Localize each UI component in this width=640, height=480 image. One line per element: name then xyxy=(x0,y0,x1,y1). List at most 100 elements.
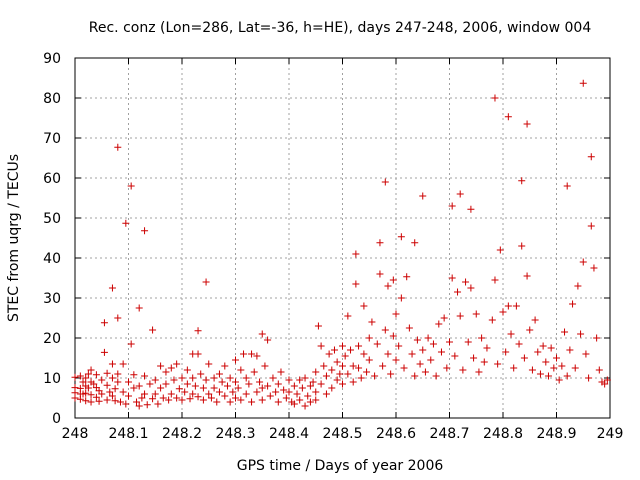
data-point-plus-marker xyxy=(518,242,526,250)
data-point-plus-marker xyxy=(146,380,154,388)
data-point-plus-marker xyxy=(237,396,245,404)
data-point-plus-marker xyxy=(344,370,352,378)
y-tick-label: 30 xyxy=(43,291,61,307)
data-point-plus-marker xyxy=(232,356,239,364)
data-point-plus-marker xyxy=(159,394,167,402)
data-point-plus-marker xyxy=(167,364,175,372)
y-tick-label: 70 xyxy=(43,131,61,147)
x-tick-label: 248 xyxy=(62,426,89,442)
data-point-plus-marker xyxy=(178,396,186,404)
data-point-plus-marker xyxy=(456,190,464,198)
data-point-plus-marker xyxy=(381,326,389,334)
data-point-plus-marker xyxy=(376,239,384,247)
x-tick-label: 248.4 xyxy=(269,426,309,442)
data-point-plus-marker xyxy=(138,394,146,402)
x-tick-label: 248.5 xyxy=(322,426,362,442)
data-point-plus-marker xyxy=(125,392,132,400)
data-point-plus-marker xyxy=(199,384,207,392)
data-point-plus-marker xyxy=(491,276,499,284)
data-point-plus-marker xyxy=(114,314,122,322)
data-point-plus-marker xyxy=(528,366,536,374)
data-point-plus-marker xyxy=(76,395,84,403)
data-point-plus-marker xyxy=(336,370,344,378)
data-point-plus-marker xyxy=(534,348,542,356)
data-point-plus-marker xyxy=(141,390,149,398)
data-point-plus-marker xyxy=(496,246,504,254)
data-point-plus-marker xyxy=(595,366,603,374)
data-point-plus-marker xyxy=(127,340,135,348)
data-point-plus-marker xyxy=(330,346,338,354)
data-point-plus-marker xyxy=(296,396,304,404)
data-point-plus-marker xyxy=(515,340,523,348)
data-point-plus-marker xyxy=(103,396,111,404)
data-point-plus-marker xyxy=(579,79,587,87)
grid-lines xyxy=(75,58,610,418)
data-point-plus-marker xyxy=(365,334,373,342)
data-point-plus-marker xyxy=(90,380,98,388)
data-point-plus-marker xyxy=(512,302,520,310)
data-point-plus-marker xyxy=(413,336,421,344)
data-point-plus-marker xyxy=(424,334,432,342)
data-point-plus-marker xyxy=(577,330,585,338)
data-point-plus-marker xyxy=(189,390,197,398)
data-point-plus-marker xyxy=(550,364,558,372)
x-tick-label: 248.9 xyxy=(536,426,576,442)
data-point-plus-marker xyxy=(280,386,288,394)
data-point-plus-marker xyxy=(322,390,330,398)
data-point-plus-marker xyxy=(290,382,298,390)
axis-ticks: 248 248.1 248.2 248.3 248.4 248.5 248.6 248.7 24… xyxy=(43,51,623,442)
data-point-plus-marker xyxy=(569,300,577,308)
data-point-plus-marker xyxy=(553,354,560,362)
data-point-plus-marker xyxy=(266,392,274,400)
data-point-plus-marker xyxy=(79,378,87,386)
data-point-plus-marker xyxy=(448,202,456,210)
x-tick-label: 248.8 xyxy=(483,426,523,442)
data-point-plus-marker xyxy=(285,388,293,396)
data-point-plus-marker xyxy=(258,396,266,404)
data-point-plus-marker xyxy=(574,282,582,290)
data-point-plus-marker xyxy=(446,338,453,346)
data-point-plus-marker xyxy=(483,344,491,352)
data-point-plus-marker xyxy=(92,393,100,401)
data-point-plus-marker xyxy=(408,350,416,358)
data-point-plus-marker xyxy=(304,392,312,400)
data-point-plus-marker xyxy=(108,392,116,400)
data-point-plus-marker xyxy=(593,334,601,342)
data-point-plus-marker xyxy=(389,332,397,340)
data-point-plus-marker xyxy=(555,376,563,384)
data-point-plus-marker xyxy=(373,340,381,348)
data-point-plus-marker xyxy=(379,362,387,370)
y-tick-label: 60 xyxy=(43,171,61,187)
data-point-plus-marker xyxy=(456,312,464,320)
data-point-plus-marker xyxy=(210,374,218,382)
data-point-plus-marker xyxy=(381,178,389,186)
data-point-plus-marker xyxy=(274,398,282,406)
y-tick-label: 10 xyxy=(43,371,61,387)
chart-title: Rec. conz (Lon=286, Lat=-36, h=HE), days… xyxy=(89,20,592,36)
data-point-plus-marker xyxy=(194,350,202,358)
data-point-plus-marker xyxy=(371,372,379,380)
data-point-plus-marker xyxy=(82,397,90,405)
y-tick-label: 90 xyxy=(43,51,61,67)
data-point-plus-marker xyxy=(111,397,119,405)
data-point-plus-marker xyxy=(114,143,122,151)
data-point-plus-marker xyxy=(165,396,173,404)
data-point-plus-marker xyxy=(226,374,234,382)
data-point-plus-marker xyxy=(368,318,376,326)
data-point-plus-marker xyxy=(108,284,116,292)
data-point-plus-marker xyxy=(403,273,411,281)
data-point-plus-marker xyxy=(186,395,194,403)
data-point-plus-marker xyxy=(103,369,111,377)
data-point-plus-marker xyxy=(523,120,531,128)
data-point-plus-marker xyxy=(135,382,143,390)
y-tick-label: 0 xyxy=(52,411,61,427)
data-points xyxy=(71,79,611,410)
data-point-plus-marker xyxy=(125,378,132,386)
data-point-plus-marker xyxy=(475,368,483,376)
data-point-plus-marker xyxy=(197,370,205,378)
data-point-plus-marker xyxy=(352,250,360,258)
data-point-plus-marker xyxy=(95,397,103,405)
data-point-plus-marker xyxy=(189,374,197,382)
data-point-plus-marker xyxy=(542,358,550,366)
